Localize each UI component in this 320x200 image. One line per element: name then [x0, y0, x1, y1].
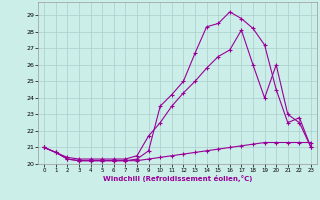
X-axis label: Windchill (Refroidissement éolien,°C): Windchill (Refroidissement éolien,°C) [103, 175, 252, 182]
